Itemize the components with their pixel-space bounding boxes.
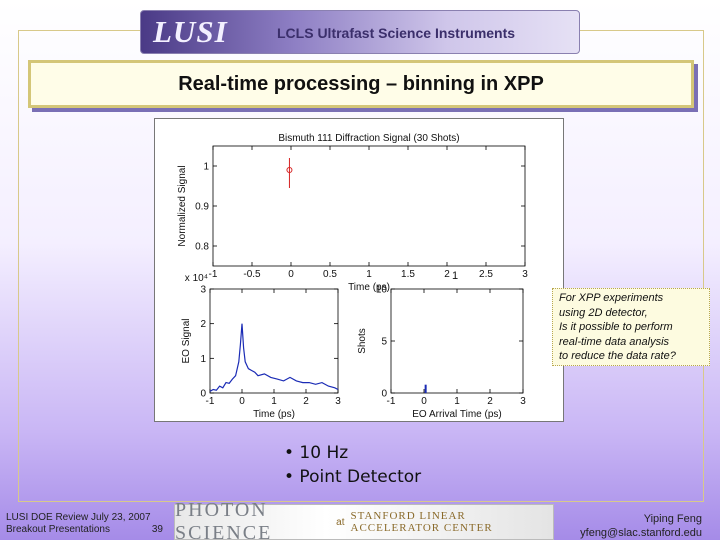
plot2-xtick-label: 2	[303, 396, 309, 407]
lusi-logo: LUSI	[153, 14, 228, 49]
plot1-point	[286, 167, 293, 173]
plot3-bar	[424, 384, 427, 393]
plot1-xlabel: Time (ps)	[348, 282, 390, 293]
plot2-exponent-label: x 10⁴	[185, 273, 208, 284]
plot2-ytick-label: 0	[200, 389, 206, 400]
plot1-xtick-label: 2	[444, 269, 450, 280]
bullet-item: • Point Detector	[284, 467, 422, 487]
footer-at: at	[336, 516, 345, 528]
plot1-ylabel: Normalized Signal	[177, 165, 188, 246]
slide-title: Real-time processing – binning in XPP	[178, 72, 544, 95]
callout-line: Is it possible to perform	[559, 321, 673, 333]
plot3-xtick-label: 1	[454, 396, 460, 407]
callout-line: real-time data analysis	[559, 335, 670, 348]
footer-right: Yiping Feng yfeng@slac.stanford.edu	[580, 512, 702, 540]
plot3-xtick-label: -1	[387, 396, 396, 407]
bullet-list: • 10 Hz • Point Detector	[284, 441, 421, 489]
plot1-xtick-label: 0	[288, 269, 294, 280]
plot2-ylabel: EO Signal	[181, 318, 192, 363]
plot1-xtick-label: 1.5	[401, 269, 415, 280]
callout-line: using 2D detector,	[559, 306, 648, 319]
author-email: yfeng@slac.stanford.edu	[580, 527, 702, 539]
plot1-title: Bismuth 111 Diffraction Signal (30 Shots…	[278, 133, 459, 144]
plot1-xtick-label: 0.5	[323, 269, 337, 280]
plot3-axes-box	[390, 288, 524, 394]
plot2-axes-box	[209, 288, 339, 394]
plot3-ytick-label: 10	[376, 285, 388, 296]
plot2-xtick-label: -1	[206, 396, 215, 407]
plot2-ytick-label: 2	[200, 319, 206, 330]
plot-figure: -1 -0.5 0 0.5 1 1.5 2 2.5 3 1 0.9 0.8 Bismuth 111 Di…	[177, 133, 528, 420]
plot2-ytick-label: 3	[200, 285, 206, 296]
plot1-xtick-label: 1	[366, 269, 372, 280]
callout-line: to reduce the data rate?	[559, 350, 676, 362]
plot3-ytick-label: 5	[381, 337, 387, 348]
photon-science-logo: PHOTON SCIENCE at STANFORD LINEAR ACCELE…	[174, 499, 554, 544]
plot1-ytick-label: 1	[203, 162, 209, 173]
page-number: 39	[151, 524, 163, 535]
plot-extra-label: 1	[452, 270, 458, 282]
plot1-ytick-label: 0.9	[195, 202, 209, 213]
plot2-ytick-label: 1	[200, 354, 206, 365]
bullet-item: • 10 Hz	[284, 443, 349, 463]
slac-text: STANFORD LINEAR ACCELERATOR CENTER	[350, 510, 493, 534]
plot3-xtick-label: 0	[421, 396, 427, 407]
plot2-xtick-label: 3	[335, 396, 341, 407]
plot2-series-line	[209, 323, 339, 392]
plot3-ylabel: Shots	[357, 328, 368, 354]
plot2-xlabel: Time (ps)	[253, 409, 295, 420]
plot3-xlabel: EO Arrival Time (ps)	[412, 409, 501, 420]
slide-title-box: Real-time processing – binning in XPP	[28, 60, 694, 108]
header-banner: LUSI LCLS Ultrafast Science Instruments	[140, 10, 580, 54]
plot1-ytick-label: 0.8	[195, 242, 209, 253]
plot2-xtick-label: 0	[239, 396, 245, 407]
plot3-xtick-label: 3	[520, 396, 526, 407]
plot2-xtick-label: 1	[271, 396, 277, 407]
plot1-xtick-label: -0.5	[243, 269, 261, 280]
plot1-xtick-label: 3	[522, 269, 528, 280]
photon-science-text: PHOTON SCIENCE	[175, 499, 273, 544]
author-name: Yiping Feng	[643, 513, 702, 525]
question-callout: For XPP experiments using 2D detector, I…	[552, 288, 710, 366]
footer-session: Breakout Presentations	[6, 524, 110, 535]
plot1-xtick-label: -1	[209, 269, 218, 280]
footer-left: LUSI DOE Review July 23, 2007 Breakout P…	[6, 512, 163, 536]
plot1-xtick-label: 2.5	[479, 269, 493, 280]
plot3-xtick-label: 2	[487, 396, 493, 407]
header-subtitle: LCLS Ultrafast Science Instruments	[277, 25, 516, 41]
plot1-axes-box	[212, 145, 526, 267]
plot-panel: -1 -0.5 0 0.5 1 1.5 2 2.5 3 1 0.9 0.8 Bismuth 111 Di…	[154, 118, 564, 422]
plot3-ytick-label: 0	[381, 389, 387, 400]
callout-line: For XPP experiments	[559, 292, 664, 304]
footer-event: LUSI DOE Review July 23, 2007	[6, 512, 151, 523]
